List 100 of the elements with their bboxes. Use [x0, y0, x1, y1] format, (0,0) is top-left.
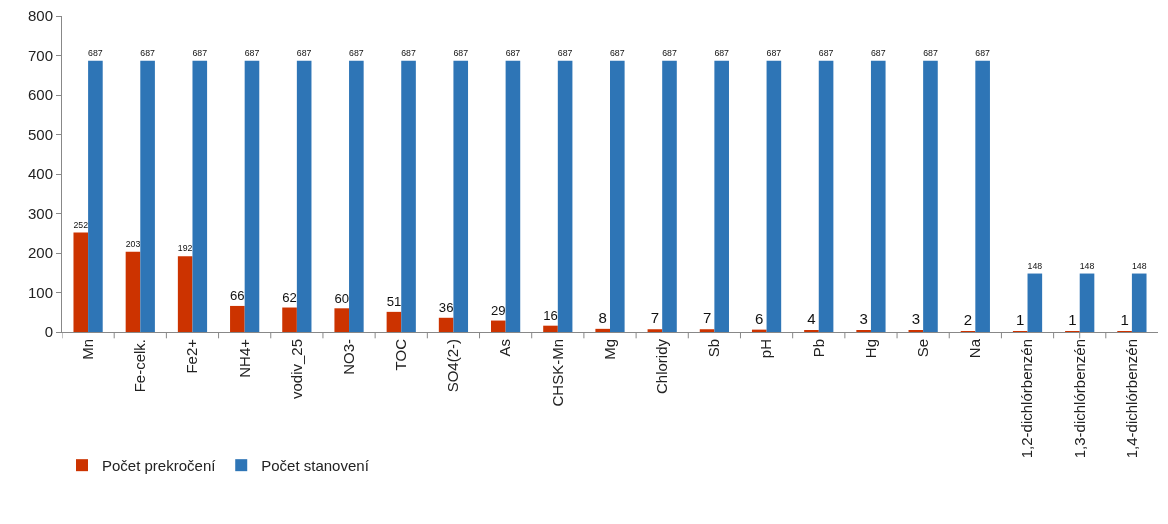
bar [1027, 273, 1043, 332]
bar [177, 256, 193, 332]
bar [438, 317, 454, 332]
data-label: 687 [296, 47, 312, 58]
bar [386, 311, 402, 332]
data-label: 62 [282, 289, 297, 305]
bar [714, 60, 729, 332]
data-label: 51 [386, 294, 402, 310]
x-tick-label: Fe2+ [183, 338, 201, 374]
data-label: 252 [73, 219, 89, 230]
bar [699, 329, 715, 332]
legend-label: Počet prekročení [102, 457, 217, 475]
bar [870, 60, 886, 332]
bar [595, 328, 610, 332]
bar [244, 60, 260, 332]
data-label: 687 [401, 47, 416, 58]
x-tick-label: SO4(2-) [444, 339, 462, 393]
bar [505, 60, 521, 332]
x-tick-label: Pb [809, 339, 827, 358]
x-tick-label: TOC [392, 338, 410, 371]
data-label: 7 [702, 309, 712, 327]
data-label: 687 [923, 47, 938, 58]
bar [1131, 273, 1147, 332]
data-label: 687 [975, 47, 991, 58]
data-label: 687 [88, 47, 103, 58]
x-tick-label: Chloridy [653, 338, 671, 395]
bar [349, 60, 364, 332]
data-label: 16 [543, 308, 558, 324]
data-label: 148 [1027, 260, 1043, 271]
bar [125, 251, 141, 332]
data-label: 3 [859, 310, 868, 327]
x-tick-label: vodiv_25 [287, 339, 305, 400]
bar [766, 60, 782, 332]
y-tick-label: 800 [27, 7, 53, 25]
x-tick-label: As [496, 339, 514, 357]
y-tick-label: 700 [27, 46, 53, 64]
data-label: 1 [1120, 311, 1129, 328]
data-label: 66 [230, 288, 245, 304]
data-label: 687 [192, 47, 208, 58]
data-label: 687 [766, 47, 782, 58]
data-label: 8 [598, 308, 607, 326]
bar [334, 308, 350, 332]
y-tick-label: 300 [27, 204, 53, 222]
y-tick-label: 500 [27, 125, 53, 143]
data-label: 29 [491, 302, 506, 318]
x-tick-label: Sb [705, 339, 723, 358]
y-tick-label: 100 [27, 283, 53, 301]
bar [1079, 273, 1095, 332]
data-label: 687 [662, 47, 677, 58]
legend-label: Počet stanovení [261, 457, 370, 475]
bar [557, 60, 573, 332]
bar [647, 329, 663, 332]
data-label: 687 [349, 47, 364, 58]
data-label: 148 [1079, 260, 1095, 271]
x-tick-label: CHSK-Mn [548, 339, 566, 407]
bar [975, 60, 990, 332]
x-tick-label: pH [757, 339, 775, 359]
bar [610, 60, 625, 332]
bar [73, 232, 89, 332]
data-label: 687 [244, 47, 260, 58]
x-tick-label: NH4+ [235, 338, 253, 378]
data-label: 7 [650, 309, 660, 327]
data-label: 687 [714, 47, 730, 58]
data-label: 687 [557, 47, 573, 58]
data-label: 60 [334, 290, 350, 306]
data-label: 36 [438, 300, 454, 316]
data-label: 687 [610, 47, 625, 58]
bar [923, 60, 938, 332]
x-tick-label: 1,4-dichlórbenzén [1122, 339, 1140, 459]
x-tick-label: 1,2-dichlórbenzén [1018, 339, 1036, 459]
x-tick-label: NO3- [339, 339, 357, 375]
data-label: 203 [125, 239, 141, 250]
x-tick-label: Hg [861, 339, 879, 359]
data-label: 3 [911, 310, 921, 327]
x-tick-label: Fe-celk. [131, 339, 149, 393]
bar [491, 320, 506, 332]
data-label: 1 [1016, 311, 1025, 328]
x-tick-label: Na [966, 338, 984, 359]
x-tick-label: Mg [600, 339, 618, 360]
bar [230, 305, 245, 332]
data-label: 4 [807, 310, 816, 327]
bar [662, 60, 677, 332]
data-label: 687 [870, 47, 886, 58]
y-tick-label: 0 [44, 323, 53, 341]
data-label: 192 [177, 243, 193, 254]
data-label: 148 [1131, 260, 1147, 271]
y-tick-label: 400 [27, 165, 53, 183]
data-label: 2 [963, 311, 973, 328]
data-label: 687 [140, 47, 156, 58]
x-tick-label: Mn [78, 339, 96, 360]
data-label: 687 [453, 47, 469, 58]
bar [192, 60, 208, 332]
data-label: 687 [818, 47, 834, 58]
x-tick-label: Se [914, 339, 932, 358]
bar [818, 60, 834, 332]
y-tick-label: 200 [27, 244, 53, 262]
bar [453, 60, 469, 332]
bar [401, 60, 416, 332]
x-tick-label: 1,3-dichlórbenzén [1070, 339, 1088, 459]
bar [543, 325, 558, 332]
